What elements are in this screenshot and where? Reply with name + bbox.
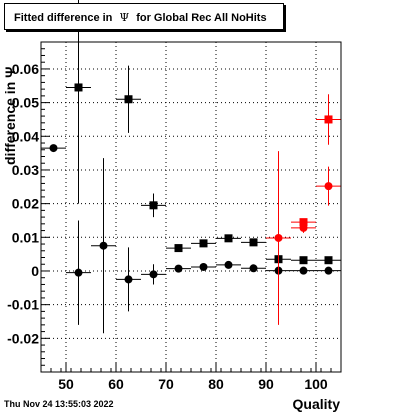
y-tick-label: 0.01 xyxy=(12,229,39,245)
data-point xyxy=(291,256,316,265)
circle-marker xyxy=(174,264,183,273)
square-marker xyxy=(199,239,208,248)
y-tick-label: -0.01 xyxy=(7,297,39,313)
data-point xyxy=(241,264,266,273)
timestamp: Thu Nov 24 13:55:03 2022 xyxy=(4,399,114,409)
y-tick-label: 0.03 xyxy=(12,162,39,178)
data-point xyxy=(291,266,316,275)
circle-marker xyxy=(274,233,283,242)
y-tick-label: 0.04 xyxy=(12,128,39,144)
circle-marker xyxy=(224,260,233,269)
data-point xyxy=(191,239,216,248)
y-tick-label: 0.06 xyxy=(12,61,39,77)
x-tick-label: 60 xyxy=(108,376,124,392)
data-series xyxy=(41,0,341,334)
data-point xyxy=(291,222,316,233)
data-point xyxy=(66,0,91,204)
square-marker xyxy=(299,256,308,265)
circle-marker xyxy=(49,144,58,153)
x-tick-label: 50 xyxy=(58,376,74,392)
data-point xyxy=(166,264,191,273)
square-marker xyxy=(124,95,133,104)
data-point xyxy=(241,238,266,247)
data-point xyxy=(266,151,291,325)
data-point xyxy=(41,144,66,153)
square-marker xyxy=(324,256,333,265)
data-point xyxy=(116,65,141,133)
circle-marker xyxy=(199,262,208,271)
y-tick-label: 0.02 xyxy=(12,196,39,212)
y-tick-label: 0.05 xyxy=(12,95,39,111)
title-suffix: for Global Rec All NoHits xyxy=(136,12,267,24)
square-marker xyxy=(224,234,233,243)
circle-marker xyxy=(124,275,133,284)
circle-marker xyxy=(299,266,308,275)
data-point xyxy=(141,193,166,218)
circle-marker xyxy=(324,182,333,191)
data-point xyxy=(166,244,191,253)
title-box: Fitted difference in Ψ for Global Rec Al… xyxy=(4,3,284,30)
x-tick-label: 90 xyxy=(258,376,274,392)
x-tick-label: 80 xyxy=(208,376,224,392)
square-marker xyxy=(299,218,308,227)
data-point xyxy=(216,234,241,243)
circle-marker xyxy=(324,266,333,275)
grid-lines xyxy=(41,42,341,372)
data-point xyxy=(316,266,341,275)
circle-marker xyxy=(99,241,108,250)
data-point xyxy=(116,247,141,312)
psi-symbol: Ψ xyxy=(119,11,130,24)
circle-marker xyxy=(249,264,258,273)
square-marker xyxy=(249,238,258,247)
plot-frame xyxy=(40,41,342,373)
square-marker xyxy=(74,83,83,92)
axis-ticks: 50 60 70 80 90 100 -0.02 -0.01 0 0.01 0.02 0.03 0.04… xyxy=(7,41,342,392)
data-point xyxy=(191,262,216,271)
circle-marker xyxy=(299,223,308,232)
x-tick-label: 100 xyxy=(304,376,328,392)
square-marker xyxy=(149,201,158,210)
data-point xyxy=(141,264,166,285)
title-prefix: Fitted difference in xyxy=(14,12,113,24)
data-point xyxy=(216,260,241,269)
data-point xyxy=(316,94,341,145)
data-point xyxy=(316,256,341,265)
chart-title: Fitted difference in Ψ for Global Rec Al… xyxy=(14,11,267,24)
x-axis-label: Quality xyxy=(292,396,340,412)
y-tick-label: -0.02 xyxy=(7,330,39,346)
y-axis-label: difference in Ψ xyxy=(2,66,18,165)
data-point xyxy=(66,220,91,325)
square-marker xyxy=(174,244,183,253)
circle-marker xyxy=(74,268,83,277)
data-point xyxy=(91,158,116,334)
y-tick-label: 0 xyxy=(31,263,39,279)
data-point xyxy=(316,166,341,206)
circle-marker xyxy=(149,270,158,279)
x-tick-label: 70 xyxy=(158,376,174,392)
square-marker xyxy=(324,115,333,124)
